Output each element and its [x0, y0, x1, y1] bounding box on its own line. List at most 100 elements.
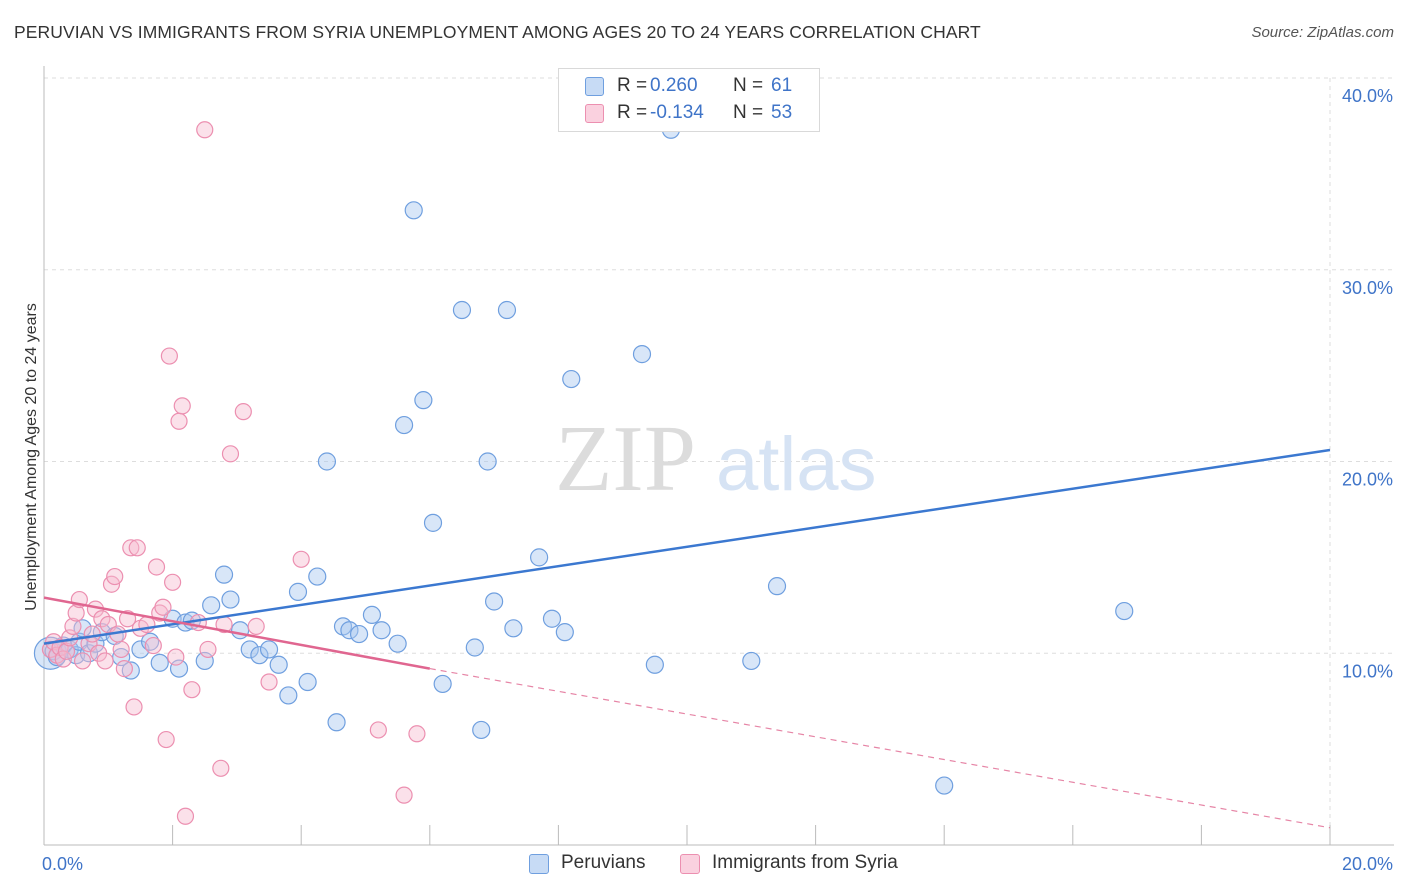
- peruvians-point: [340, 621, 359, 640]
- peruvians-point: [465, 638, 484, 657]
- y-tick-label: 10.0%: [1342, 661, 1393, 681]
- syria-point: [154, 598, 172, 616]
- peruvians-point: [497, 300, 517, 320]
- y-axis-label: Unemployment Among Ages 20 to 24 years: [23, 303, 40, 611]
- syria-point: [292, 550, 310, 568]
- syria-point: [369, 721, 387, 739]
- peruvians-point: [240, 640, 259, 659]
- syria-point: [234, 403, 252, 421]
- peruvians-point: [542, 609, 562, 628]
- syria-point: [183, 681, 201, 699]
- peruvians-point: [414, 391, 433, 410]
- x-tick-label: 20.0%: [1342, 854, 1393, 874]
- peruvians-point: [485, 592, 504, 611]
- syria-point: [115, 659, 133, 678]
- axes: [43, 66, 1394, 846]
- peruvians-point: [327, 713, 346, 732]
- syria-point: [160, 347, 178, 365]
- syria-point: [83, 625, 101, 643]
- peruvians-point: [388, 634, 407, 653]
- legend-n-label: N =: [733, 75, 764, 96]
- syria-point: [260, 673, 278, 691]
- peruvians-point: [362, 605, 382, 625]
- peruvians-point: [472, 720, 491, 740]
- y-tick-label: 30.0%: [1342, 278, 1393, 298]
- peruvians-point: [645, 655, 664, 674]
- peruvians-point: [632, 345, 652, 364]
- legend-r-value: 0.260: [650, 75, 698, 96]
- legend-swatch-pink: [585, 104, 604, 123]
- watermark-atlas: atlas: [716, 422, 877, 507]
- watermark-zip: ZIP: [555, 407, 696, 511]
- peruvians-point: [259, 640, 279, 659]
- legend-n-value: 53: [771, 102, 793, 123]
- peruvians-point: [214, 565, 234, 584]
- legend-r-label: R =: [617, 75, 648, 96]
- watermark: ZIP atlas: [555, 407, 877, 511]
- peruvians-point: [935, 776, 954, 795]
- peruvians-point: [121, 661, 140, 680]
- peruvians-point: [317, 452, 337, 471]
- peruvians-point: [288, 582, 308, 601]
- peruvians-point: [231, 621, 250, 640]
- bottom-legend-swatch-blue: [529, 854, 549, 874]
- peruvians-trend-line: [43, 448, 1331, 645]
- syria-point: [67, 604, 85, 622]
- peruvians-point: [298, 672, 317, 692]
- syria-trend-line: [43, 596, 431, 670]
- legend-swatch-blue: [585, 77, 604, 96]
- peruvians-point: [478, 452, 497, 471]
- peruvians-point: [433, 674, 452, 694]
- peruvians-point: [308, 567, 327, 586]
- syria-point: [408, 725, 426, 743]
- syria-point: [173, 397, 191, 415]
- syria-point: [212, 759, 230, 777]
- syria-point: [157, 730, 175, 749]
- syria-point: [112, 640, 130, 659]
- peruvians-point: [202, 596, 221, 615]
- peruvians-point: [221, 590, 240, 609]
- bottom-legend-swatch-pink: [680, 854, 700, 874]
- peruvians-point: [452, 300, 472, 320]
- peruvians-point: [504, 619, 523, 638]
- tick-labels: 10.0% 20.0% 30.0% 40.0% 0.0% 20.0%: [42, 86, 1393, 874]
- source-label: Source: ZipAtlas.com: [1251, 24, 1394, 41]
- syria-point: [73, 652, 92, 670]
- trend-lines: [43, 448, 1331, 829]
- y-tick-label: 40.0%: [1342, 86, 1393, 106]
- syria-point: [176, 807, 195, 825]
- syria-point: [96, 652, 114, 670]
- peruvians-point: [131, 640, 150, 659]
- syria-point: [57, 642, 76, 660]
- legend-r-label: R =: [617, 102, 648, 123]
- peruvians-point: [349, 624, 369, 644]
- syria-point: [64, 617, 82, 636]
- peruvians-point: [742, 651, 761, 671]
- bottom-legend-label: Immigrants from Syria: [712, 852, 898, 873]
- legend-n-label: N =: [733, 102, 764, 123]
- peruvians-point: [1115, 601, 1134, 621]
- syria-point: [122, 539, 140, 557]
- syria-point: [147, 558, 166, 576]
- syria-point: [93, 610, 111, 628]
- peruvians-point: [423, 513, 443, 532]
- peruvians-point: [372, 621, 391, 640]
- peruvians-point: [250, 646, 269, 665]
- peruvians-point: [394, 415, 414, 435]
- peruvians-point: [767, 577, 787, 596]
- peruvians-point: [555, 623, 574, 642]
- correlation-legend: R = 0.260 N = 61 R = -0.134 N = 53: [558, 68, 820, 132]
- peruvians-point: [279, 686, 298, 705]
- x-tick-label: 0.0%: [42, 854, 83, 874]
- syria-points: [41, 121, 426, 825]
- peruvians-point: [169, 659, 189, 678]
- syria-point: [167, 648, 185, 666]
- syria-trend-extension: [429, 667, 1331, 829]
- syria-point: [395, 786, 413, 804]
- peruvians-point: [404, 201, 423, 220]
- syria-point: [199, 640, 217, 659]
- y-tick-label: 20.0%: [1342, 470, 1393, 490]
- chart-title: PERUVIAN VS IMMIGRANTS FROM SYRIA UNEMPL…: [14, 22, 981, 42]
- syria-point: [125, 698, 143, 716]
